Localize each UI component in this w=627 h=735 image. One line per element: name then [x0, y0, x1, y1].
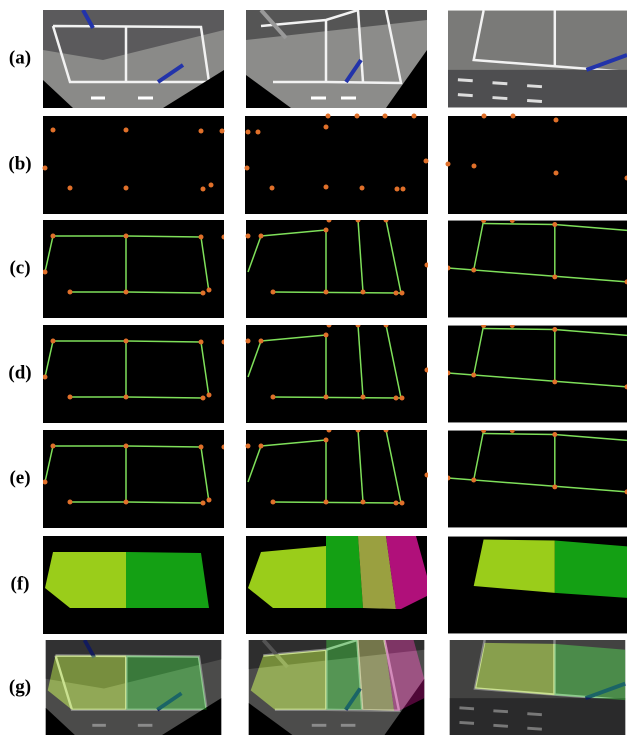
row-labels: (a) (b) (c) (d) (e) (f) (g)	[8, 47, 31, 697]
row-label: (g)	[9, 676, 31, 697]
row-label: (e)	[9, 467, 30, 488]
row-label: (d)	[8, 362, 31, 383]
row-label: (c)	[9, 257, 30, 278]
row-label: (b)	[8, 153, 31, 174]
panels	[43, 10, 627, 735]
row-label: (f)	[11, 573, 30, 594]
figure: (a) (b) (c) (d) (e) (f) (g)	[0, 0, 627, 735]
row-label: (a)	[9, 47, 31, 68]
